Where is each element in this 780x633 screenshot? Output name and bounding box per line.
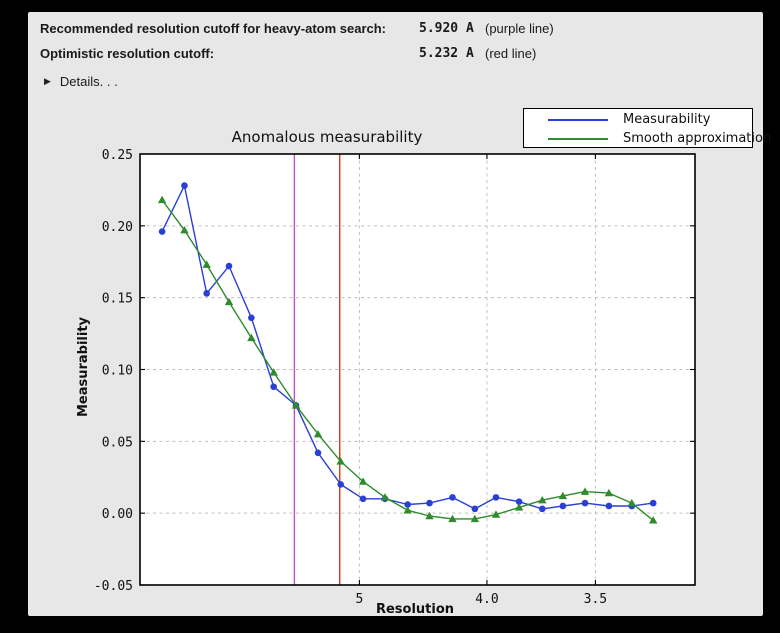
legend-line-measurability bbox=[548, 118, 608, 121]
recommended-cutoff-row: Recommended resolution cutoff for heavy-… bbox=[28, 21, 763, 38]
data-point-triangle bbox=[291, 401, 301, 409]
details-label: Details. . . bbox=[59, 73, 118, 89]
data-point-circle bbox=[314, 449, 322, 457]
data-point-triangle bbox=[580, 487, 590, 495]
data-point-circle bbox=[404, 501, 411, 508]
y-tick-label: -0.05 bbox=[94, 579, 133, 594]
data-point-triangle bbox=[558, 491, 568, 500]
data-point-circle bbox=[581, 499, 589, 507]
data-point-circle bbox=[225, 262, 233, 270]
data-point-circle bbox=[203, 290, 210, 297]
data-point-circle bbox=[471, 505, 479, 513]
data-point-triangle bbox=[313, 429, 323, 438]
x-tick-label: 4.0 bbox=[475, 592, 498, 607]
data-point-circle bbox=[248, 314, 255, 322]
y-tick-label: 0.00 bbox=[102, 507, 133, 522]
data-point-circle bbox=[337, 481, 344, 488]
recommended-cutoff-label: Recommended resolution cutoff for heavy-… bbox=[40, 21, 387, 36]
data-point-triangle bbox=[470, 514, 480, 523]
data-point-circle bbox=[449, 494, 456, 501]
data-point-triangle bbox=[627, 498, 637, 507]
optimistic-cutoff-value: 5.232 A bbox=[419, 46, 474, 61]
chart-legend: Measurability Smooth approximation bbox=[523, 108, 771, 148]
y-tick-label: 0.05 bbox=[102, 435, 133, 450]
details-disclosure[interactable]: ▶ Details. . . bbox=[44, 72, 118, 90]
legend-label-smooth-approximation: Smooth approximation bbox=[623, 131, 772, 146]
data-point-triangle bbox=[157, 195, 167, 204]
anomalous-measurability-plot: 0.25 0.20 0.15 0.10 0.05 0.00 -0.05 5 4.0 3.5 Ano… bbox=[76, 128, 696, 617]
data-point-triangle bbox=[336, 457, 345, 465]
data-point-triangle bbox=[202, 260, 211, 268]
y-axis-label: Measurability bbox=[76, 316, 91, 417]
data-point-triangle bbox=[224, 297, 234, 306]
data-point-triangle bbox=[358, 477, 368, 485]
y-tick-label: 0.25 bbox=[102, 148, 133, 163]
data-point-triangle bbox=[425, 511, 434, 520]
legend-item-measurability: Measurability bbox=[524, 110, 752, 129]
data-point-circle bbox=[181, 182, 188, 189]
legend-line-smooth-approximation bbox=[548, 137, 608, 140]
data-point-circle bbox=[538, 505, 546, 513]
data-point-triangle bbox=[538, 496, 547, 504]
data-point-triangle bbox=[180, 225, 189, 234]
x-tick-label: 3.5 bbox=[584, 592, 607, 607]
x-axis-label: Resolution bbox=[376, 602, 454, 616]
data-point-circle bbox=[649, 499, 657, 507]
y-tick-label: 0.20 bbox=[102, 220, 133, 235]
y-tick-label: 0.15 bbox=[102, 292, 133, 307]
data-point-triangle bbox=[247, 333, 256, 342]
data-point-circle bbox=[270, 383, 277, 391]
data-point-triangle bbox=[269, 368, 278, 376]
data-point-circle bbox=[605, 502, 613, 510]
data-point-circle bbox=[559, 502, 567, 510]
disclosure-triangle-icon: ▶ bbox=[44, 75, 51, 86]
optimistic-cutoff-row: Optimistic resolution cutoff: 5.232 A (r… bbox=[28, 46, 763, 63]
optimistic-cutoff-note: (red line) bbox=[485, 46, 537, 61]
data-point-circle bbox=[359, 495, 367, 503]
data-point-triangle bbox=[514, 503, 524, 511]
data-point-circle bbox=[426, 499, 433, 507]
data-point-triangle bbox=[380, 493, 390, 501]
data-point-triangle bbox=[649, 516, 658, 524]
data-point-triangle bbox=[403, 506, 412, 514]
data-point-triangle bbox=[448, 514, 457, 523]
legend-item-smooth-approximation: Smooth approximation bbox=[524, 129, 771, 148]
data-point-triangle bbox=[604, 488, 614, 497]
x-tick-label: 5 bbox=[355, 592, 363, 607]
data-point-circle bbox=[158, 228, 166, 235]
optimistic-cutoff-label: Optimistic resolution cutoff: bbox=[40, 46, 215, 61]
recommended-cutoff-value: 5.920 A bbox=[419, 21, 474, 36]
chart-title: Anomalous measurability bbox=[232, 128, 423, 146]
results-window: Recommended resolution cutoff for heavy-… bbox=[28, 12, 771, 617]
figure-area: 0.25 0.20 0.15 0.10 0.05 0.00 -0.05 5 4.0 3.5 Ano… bbox=[28, 12, 771, 617]
recommended-cutoff-note: (purple line) bbox=[485, 21, 554, 36]
data-point-circle bbox=[515, 498, 523, 505]
plot-background bbox=[140, 154, 695, 585]
data-point-triangle bbox=[491, 510, 501, 518]
y-tick-label: 0.10 bbox=[102, 364, 133, 379]
data-point-circle bbox=[492, 494, 500, 501]
legend-label-measurability: Measurability bbox=[623, 112, 711, 127]
